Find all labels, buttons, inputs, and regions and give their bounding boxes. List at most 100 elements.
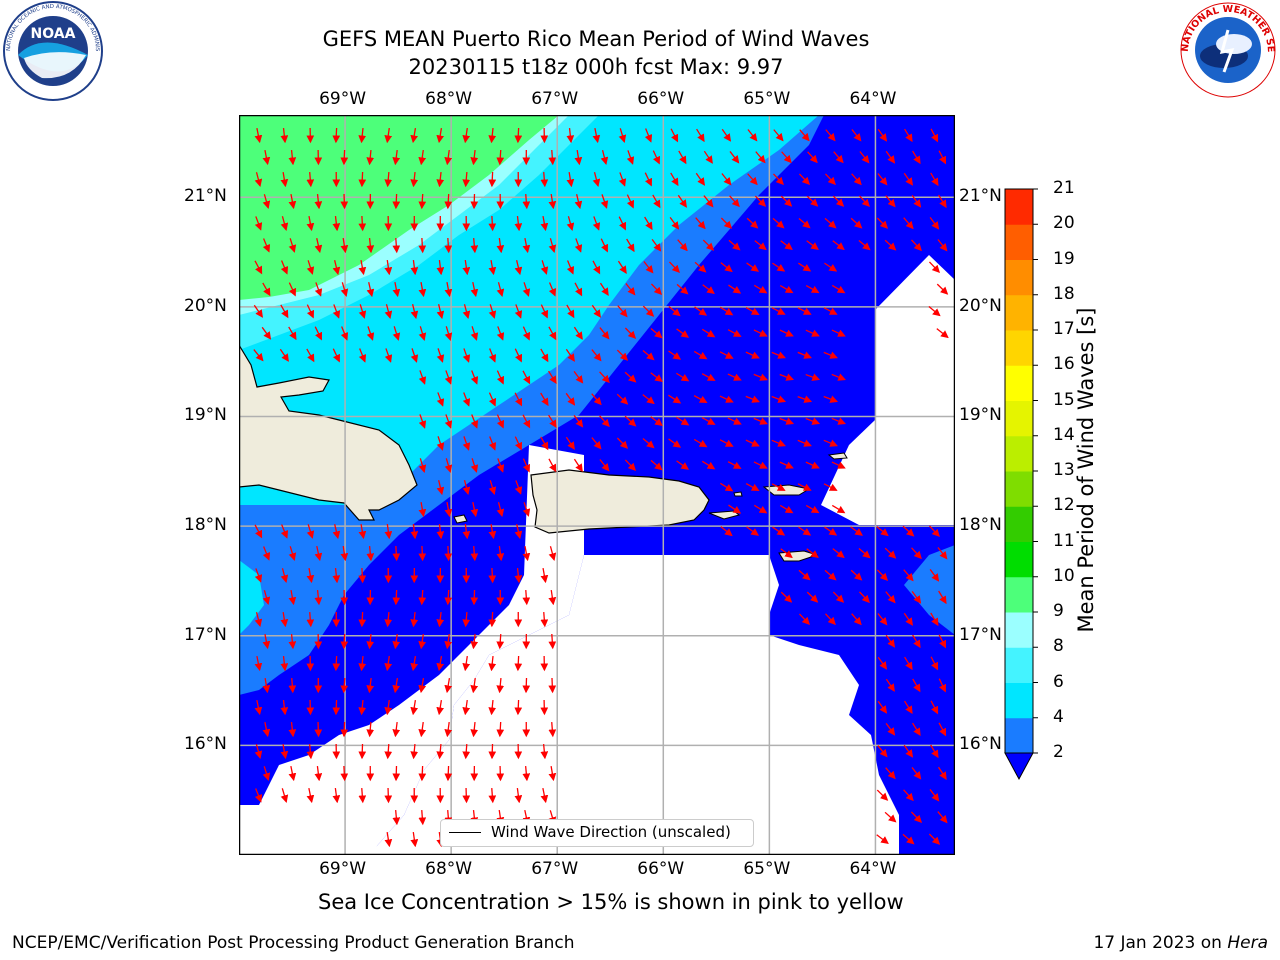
wave-direction-arrow bbox=[306, 304, 315, 319]
colorbar-tick-label: 18 bbox=[1053, 283, 1075, 304]
wave-direction-arrow bbox=[904, 700, 913, 715]
wave-direction-arrow bbox=[851, 613, 862, 626]
wave-direction-arrow bbox=[470, 633, 479, 650]
wave-direction-arrow bbox=[798, 613, 810, 626]
wave-direction-arrow bbox=[262, 590, 271, 606]
wave-direction-arrow bbox=[514, 348, 523, 363]
wave-direction-arrow bbox=[877, 745, 888, 758]
wave-direction-arrow bbox=[599, 282, 609, 296]
colorbar-bin bbox=[1005, 189, 1033, 225]
wave-direction-arrow bbox=[600, 194, 609, 209]
wave-direction-arrow bbox=[462, 392, 471, 407]
wave-direction-arrow bbox=[522, 238, 531, 254]
wave-direction-arrow bbox=[779, 373, 795, 381]
wave-direction-arrow bbox=[936, 283, 949, 295]
wave-direction-arrow bbox=[805, 284, 820, 294]
wave-direction-arrow bbox=[444, 149, 453, 166]
wave-direction-arrow bbox=[340, 237, 349, 254]
wave-direction-arrow bbox=[462, 171, 471, 188]
colorbar-bin bbox=[1005, 576, 1033, 613]
wave-direction-arrow bbox=[384, 171, 393, 188]
wave-direction-arrow bbox=[824, 569, 837, 581]
colorbar-tick-label: 8 bbox=[1053, 636, 1064, 657]
wave-direction-arrow bbox=[747, 173, 758, 186]
wave-direction-arrow bbox=[540, 788, 549, 804]
wave-direction-arrow bbox=[798, 217, 811, 229]
colorbar-bin bbox=[1005, 647, 1033, 683]
wave-direction-arrow bbox=[885, 591, 896, 604]
wave-direction-arrow bbox=[288, 633, 297, 650]
wave-direction-arrow bbox=[930, 612, 939, 627]
wave-direction-arrow bbox=[366, 677, 375, 694]
wave-direction-arrow bbox=[566, 260, 575, 275]
wave-direction-arrow bbox=[668, 261, 680, 274]
wave-direction-arrow bbox=[444, 458, 453, 473]
wave-direction-arrow bbox=[470, 237, 479, 254]
wave-direction-arrow bbox=[314, 282, 323, 297]
wave-direction-arrow bbox=[876, 217, 889, 229]
wave-direction-arrow bbox=[470, 282, 479, 298]
wave-direction-arrow bbox=[591, 304, 601, 318]
wave-direction-arrow bbox=[540, 743, 549, 760]
wave-direction-arrow bbox=[514, 215, 523, 232]
land-anegada bbox=[827, 452, 848, 460]
wave-direction-arrow bbox=[288, 721, 297, 738]
field-2-4-east bbox=[904, 545, 955, 635]
wave-direction-arrow bbox=[824, 217, 837, 229]
wave-direction-arrow bbox=[911, 194, 922, 208]
wave-direction-arrow bbox=[624, 415, 637, 427]
wave-direction-arrow bbox=[314, 589, 323, 606]
wave-direction-arrow bbox=[540, 171, 549, 188]
wave-direction-arrow bbox=[488, 392, 497, 407]
wave-direction-arrow bbox=[644, 128, 653, 143]
wave-direction-arrow bbox=[384, 743, 393, 760]
lon-label-top: 69°W bbox=[319, 89, 367, 109]
wave-direction-arrow bbox=[384, 348, 393, 363]
wave-direction-arrow bbox=[444, 414, 453, 429]
wave-direction-arrow bbox=[806, 548, 819, 559]
wave-direction-arrow bbox=[928, 261, 940, 274]
wave-direction-arrow bbox=[548, 633, 557, 650]
wave-direction-arrow bbox=[929, 216, 940, 230]
wave-direction-arrow bbox=[340, 677, 349, 694]
wave-direction-arrow bbox=[599, 371, 610, 384]
wave-direction-arrow bbox=[650, 283, 662, 296]
wave-direction-arrow bbox=[488, 523, 497, 540]
wave-direction-arrow bbox=[418, 149, 427, 166]
lon-label-top: 67°W bbox=[531, 89, 579, 109]
wave-direction-arrow bbox=[771, 351, 786, 359]
wave-direction-arrow bbox=[624, 327, 637, 339]
wave-direction-arrow bbox=[522, 193, 531, 210]
wave-direction-arrow bbox=[548, 149, 557, 166]
wave-direction-arrow bbox=[288, 326, 297, 341]
wave-direction-arrow bbox=[574, 238, 583, 253]
wave-direction-arrow bbox=[444, 589, 453, 606]
wave-direction-arrow bbox=[779, 284, 794, 294]
wave-direction-arrow bbox=[773, 129, 784, 142]
wave-direction-arrow bbox=[885, 634, 896, 648]
wave-direction-arrow bbox=[436, 171, 445, 188]
wave-direction-arrow bbox=[514, 260, 523, 276]
wave-direction-arrow bbox=[912, 678, 921, 693]
wave-direction-arrow bbox=[418, 193, 427, 210]
wave-direction-arrow bbox=[496, 326, 505, 341]
wave-direction-arrow bbox=[858, 240, 871, 251]
wave-direction-arrow bbox=[831, 329, 846, 337]
wave-direction-arrow bbox=[418, 326, 427, 341]
wave-direction-arrow bbox=[306, 524, 315, 539]
wave-direction-arrow bbox=[410, 127, 419, 144]
wave-direction-arrow bbox=[288, 546, 297, 561]
wave-direction-arrow bbox=[937, 811, 948, 824]
wave-direction-arrow bbox=[885, 678, 895, 692]
colorbar-bin bbox=[1005, 435, 1033, 472]
wave-direction-arrow bbox=[695, 217, 706, 230]
wave-direction-arrow bbox=[903, 612, 913, 626]
wave-direction-arrow bbox=[306, 788, 315, 804]
wave-direction-arrow bbox=[314, 546, 323, 562]
wave-direction-arrow bbox=[548, 238, 557, 254]
wave-direction-arrow bbox=[805, 329, 820, 337]
wave-direction-arrow bbox=[462, 348, 471, 363]
wave-direction-arrow bbox=[366, 237, 375, 254]
wave-direction-arrow bbox=[470, 326, 479, 341]
colorbar-tick-label: 4 bbox=[1053, 706, 1064, 727]
